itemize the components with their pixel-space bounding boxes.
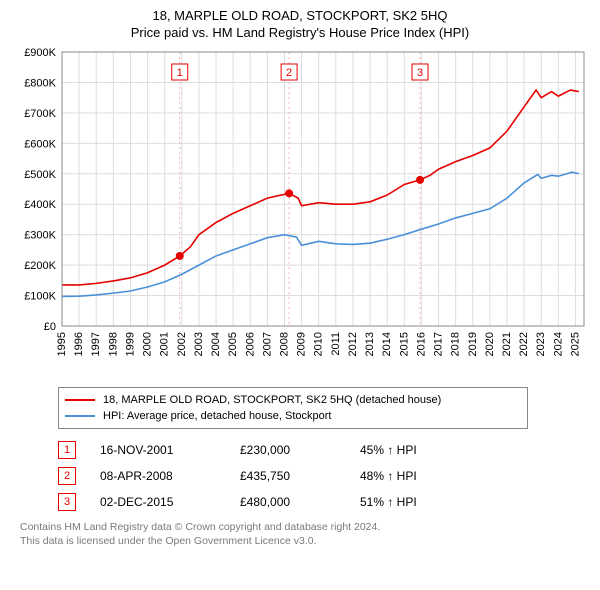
legend: 18, MARPLE OLD ROAD, STOCKPORT, SK2 5HQ … [58,387,528,429]
footnote-line2: This data is licensed under the Open Gov… [20,535,317,547]
transaction-row: 3 02-DEC-2015£480,00051% ↑ HPI [58,489,590,515]
svg-text:2016: 2016 [415,332,427,356]
line-chart-svg: £0 £100K £200K £300K £400K £500K £600K £700K £80… [10,46,590,381]
chart-subtitle: Price paid vs. HM Land Registry's House … [10,25,590,40]
svg-text:£0: £0 [44,321,56,333]
transaction-date: 08-APR-2008 [100,469,240,483]
svg-text:2006: 2006 [244,332,256,356]
svg-text:1996: 1996 [73,332,85,356]
svg-text:£600K: £600K [24,138,56,150]
svg-text:2005: 2005 [227,332,239,356]
transaction-date: 02-DEC-2015 [100,495,240,509]
svg-text:£100K: £100K [24,291,56,303]
transactions-table: 1 16-NOV-2001£230,00045% ↑ HPI 2 08-APR-200… [58,437,590,515]
svg-text:2018: 2018 [450,332,462,356]
svg-text:2024: 2024 [552,332,564,356]
svg-text:1999: 1999 [124,332,136,356]
svg-text:2003: 2003 [193,332,205,356]
legend-item: HPI: Average price, detached house, Stoc… [65,408,521,424]
transaction-marker: 2 [58,467,76,485]
svg-text:2004: 2004 [210,332,222,356]
transaction-date: 16-NOV-2001 [100,443,240,457]
legend-label: HPI: Average price, detached house, Stoc… [103,410,332,422]
transaction-row: 1 16-NOV-2001£230,00045% ↑ HPI [58,437,590,463]
transaction-marker: 1 [58,441,76,459]
transaction-marker: 3 [58,493,76,511]
svg-text:1998: 1998 [107,332,119,356]
chart-title: 18, MARPLE OLD ROAD, STOCKPORT, SK2 5HQ [10,8,590,23]
svg-text:2010: 2010 [313,332,325,356]
svg-text:1995: 1995 [56,332,68,356]
svg-text:2019: 2019 [467,332,479,356]
footnote-line1: Contains HM Land Registry data © Crown c… [20,521,380,533]
svg-text:1997: 1997 [90,332,102,356]
svg-text:3: 3 [417,67,423,79]
svg-text:£300K: £300K [24,230,56,242]
chart-plot-area: £0 £100K £200K £300K £400K £500K £600K £700K £80… [10,46,590,381]
svg-text:£800K: £800K [24,77,56,89]
svg-text:2017: 2017 [433,332,445,356]
svg-text:£700K: £700K [24,108,56,120]
svg-text:2020: 2020 [484,332,496,356]
legend-swatch [65,399,95,401]
svg-text:2011: 2011 [330,332,342,356]
svg-text:2009: 2009 [296,332,308,356]
svg-text:2025: 2025 [569,332,581,356]
svg-text:2015: 2015 [398,332,410,356]
svg-text:2008: 2008 [278,332,290,356]
transaction-row: 2 08-APR-2008£435,75048% ↑ HPI [58,463,590,489]
transaction-price: £435,750 [240,469,360,483]
legend-item: 18, MARPLE OLD ROAD, STOCKPORT, SK2 5HQ … [65,392,521,408]
svg-text:2000: 2000 [142,332,154,356]
legend-label: 18, MARPLE OLD ROAD, STOCKPORT, SK2 5HQ … [103,394,441,406]
svg-text:2: 2 [286,67,292,79]
svg-text:2021: 2021 [501,332,513,356]
transaction-price: £480,000 [240,495,360,509]
transaction-hpi: 48% ↑ HPI [360,469,480,483]
transaction-hpi: 51% ↑ HPI [360,495,480,509]
svg-text:£900K: £900K [24,47,56,59]
svg-text:2014: 2014 [381,332,393,356]
footnote: Contains HM Land Registry data © Crown c… [20,521,590,548]
svg-text:2001: 2001 [159,332,171,356]
svg-text:2012: 2012 [347,332,359,356]
transaction-hpi: 45% ↑ HPI [360,443,480,457]
transaction-price: £230,000 [240,443,360,457]
svg-text:2013: 2013 [364,332,376,356]
svg-text:2023: 2023 [535,332,547,356]
svg-text:£500K: £500K [24,169,56,181]
svg-text:£200K: £200K [24,260,56,272]
svg-text:2002: 2002 [176,332,188,356]
legend-swatch [65,415,95,417]
svg-text:2022: 2022 [518,332,530,356]
svg-text:2007: 2007 [261,332,273,356]
svg-text:£400K: £400K [24,199,56,211]
svg-text:1: 1 [177,67,183,79]
chart-container: 18, MARPLE OLD ROAD, STOCKPORT, SK2 5HQ … [0,0,600,554]
